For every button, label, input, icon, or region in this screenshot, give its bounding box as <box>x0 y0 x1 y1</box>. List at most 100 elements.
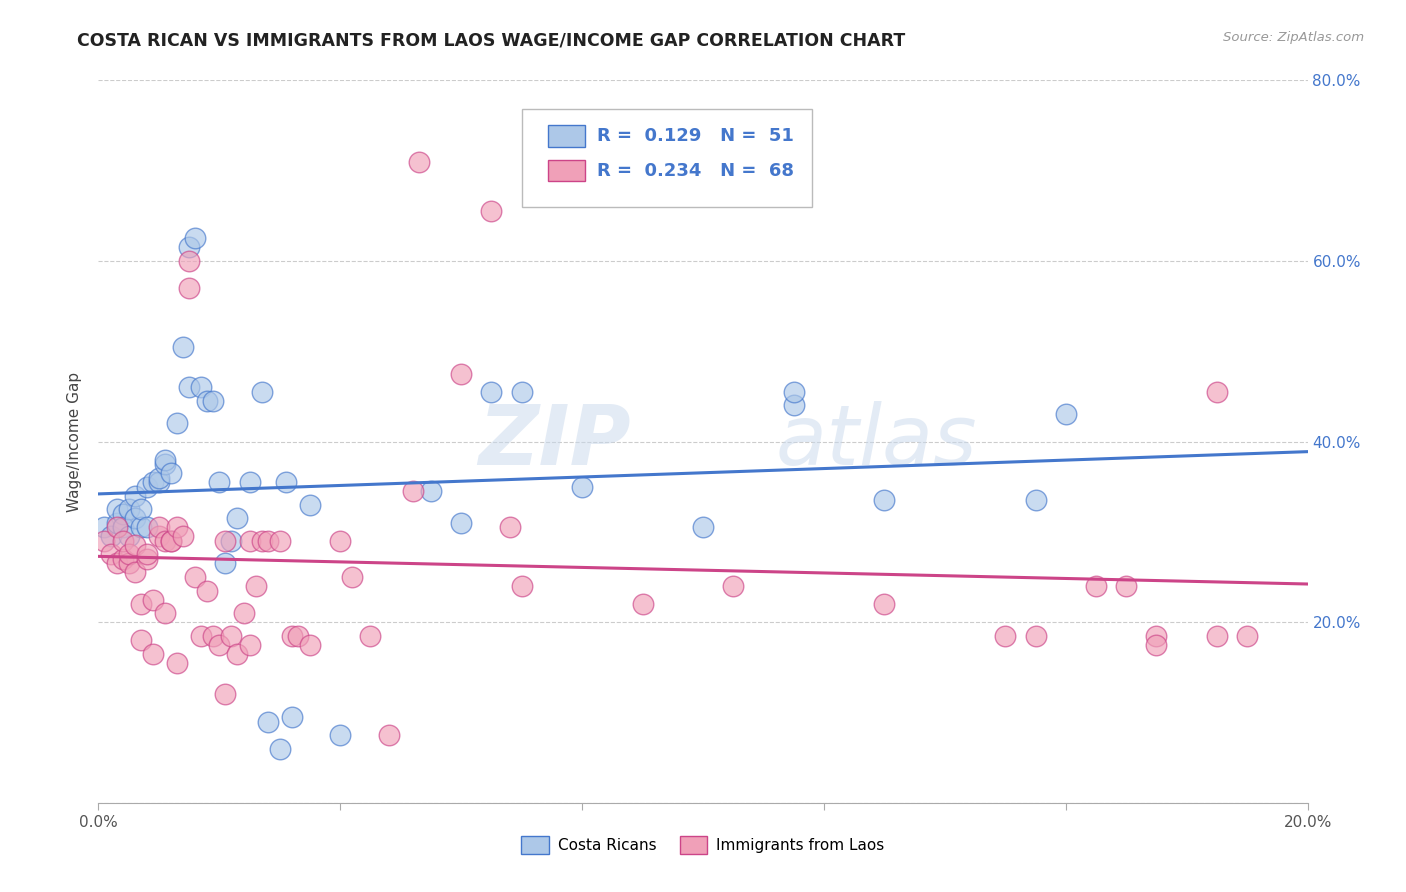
Point <box>202 629 225 643</box>
Point <box>450 367 472 381</box>
Point <box>281 710 304 724</box>
Point <box>129 502 152 516</box>
Point <box>105 516 128 530</box>
Point <box>402 484 425 499</box>
Point <box>179 240 201 254</box>
Point <box>1054 408 1077 422</box>
Point <box>498 520 520 534</box>
Point <box>118 557 141 571</box>
Point <box>172 340 194 354</box>
Point <box>160 466 183 480</box>
Point <box>135 548 157 562</box>
Point <box>481 204 503 219</box>
Point <box>129 633 152 648</box>
Point <box>172 529 194 543</box>
Point <box>226 511 249 525</box>
Point <box>179 380 201 394</box>
Point <box>202 393 225 408</box>
Text: R =  0.234   N =  68: R = 0.234 N = 68 <box>596 161 793 179</box>
Point <box>148 520 170 534</box>
Point <box>184 231 207 245</box>
Point <box>239 475 262 490</box>
Point <box>783 398 806 412</box>
FancyBboxPatch shape <box>522 109 811 207</box>
Point <box>281 629 304 643</box>
Point <box>221 533 243 548</box>
Point <box>118 502 141 516</box>
Point <box>214 533 236 548</box>
Legend: Costa Ricans, Immigrants from Laos: Costa Ricans, Immigrants from Laos <box>516 830 890 860</box>
Point <box>160 533 183 548</box>
Point <box>190 629 212 643</box>
Point <box>166 417 188 431</box>
Point <box>274 475 297 490</box>
Point <box>124 511 146 525</box>
Point <box>239 533 262 548</box>
Point <box>256 714 278 729</box>
Point <box>250 384 273 399</box>
Point <box>160 533 183 548</box>
Point <box>420 484 443 499</box>
Point <box>1144 638 1167 652</box>
Point <box>342 570 364 584</box>
Point <box>571 480 593 494</box>
Point <box>1085 579 1108 593</box>
Point <box>166 656 188 670</box>
Point <box>166 520 188 534</box>
Point <box>329 533 352 548</box>
Point <box>105 502 128 516</box>
Point <box>195 393 218 408</box>
Point <box>111 507 134 521</box>
Point <box>873 597 896 611</box>
Point <box>135 552 157 566</box>
Point <box>118 529 141 543</box>
Point <box>723 579 745 593</box>
Point <box>129 597 152 611</box>
Point <box>124 538 146 552</box>
Point <box>153 533 176 548</box>
Point <box>100 548 122 562</box>
Point <box>1206 384 1229 399</box>
Point <box>221 629 243 643</box>
Point <box>1236 629 1258 643</box>
Point <box>631 597 654 611</box>
Point <box>93 520 115 534</box>
Point <box>245 579 267 593</box>
Point <box>481 384 503 399</box>
Point <box>153 452 176 467</box>
Point <box>124 489 146 503</box>
Point <box>179 254 201 268</box>
Point <box>142 475 165 490</box>
Point <box>510 384 533 399</box>
Point <box>1115 579 1137 593</box>
Point <box>153 457 176 471</box>
Point <box>1144 629 1167 643</box>
Point <box>299 638 322 652</box>
Point <box>994 629 1017 643</box>
Point <box>214 557 236 571</box>
Text: R =  0.129   N =  51: R = 0.129 N = 51 <box>596 127 793 145</box>
Point <box>129 520 152 534</box>
Point <box>1024 493 1046 508</box>
Point <box>208 475 231 490</box>
Point <box>232 606 254 620</box>
Point <box>135 520 157 534</box>
Point <box>256 533 278 548</box>
Point <box>105 557 128 571</box>
Point <box>148 529 170 543</box>
Point <box>269 533 291 548</box>
Point <box>118 548 141 562</box>
Point <box>214 687 236 701</box>
Point <box>1024 629 1046 643</box>
Y-axis label: Wage/Income Gap: Wage/Income Gap <box>67 371 83 512</box>
Point <box>135 480 157 494</box>
Point <box>1206 629 1229 643</box>
Point <box>360 629 382 643</box>
Point <box>287 629 309 643</box>
Point <box>111 520 134 534</box>
Point <box>184 570 207 584</box>
Point <box>100 529 122 543</box>
Point <box>329 728 352 742</box>
Point <box>142 592 165 607</box>
Point <box>93 533 115 548</box>
